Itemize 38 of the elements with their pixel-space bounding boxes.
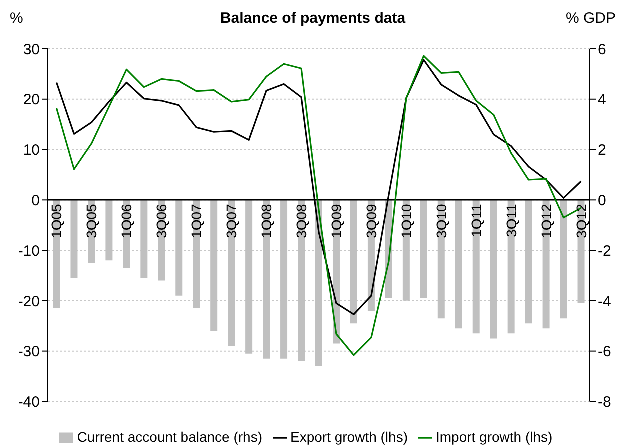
legend-label: Current account balance (rhs) [77, 428, 262, 445]
y2-tick-label: 2 [598, 142, 606, 160]
y2-tick-label: 6 [598, 41, 606, 58]
x-tick-label: 1Q07 [188, 204, 205, 238]
legend-label: Export growth (lhs) [290, 428, 408, 445]
y-tick-label: 20 [23, 92, 40, 109]
y-tick-label: -40 [18, 394, 40, 412]
x-tick-label: 3Q06 [154, 204, 170, 238]
x-tick-label: 1Q05 [48, 204, 65, 238]
x-tick-label: 1Q06 [118, 204, 135, 238]
x-tick-label: 1Q12 [538, 204, 554, 238]
x-tick-label: 3Q07 [224, 204, 240, 238]
y2-tick-label: -4 [598, 293, 612, 310]
y-tick-label: 30 [23, 41, 40, 58]
y2-tick-label: -6 [598, 344, 612, 361]
y-tick-label: 10 [23, 142, 40, 160]
legend-label: Import growth (lhs) [436, 428, 553, 445]
y2-axis-title: % GDP [566, 10, 616, 27]
y-tick-label: -10 [18, 242, 40, 260]
x-tick-label: 3Q09 [363, 204, 380, 238]
y2-tick-label: 0 [598, 192, 606, 210]
x-tick-label: 1Q08 [258, 204, 275, 238]
y2-tick-label: -2 [598, 242, 612, 260]
x-tick-label: 1Q11 [468, 204, 484, 238]
x-tick-label: 3Q12 [573, 204, 590, 238]
y-axis-title: % [10, 10, 24, 27]
y2-tick-label: 4 [598, 92, 606, 109]
x-tick-label: 3Q08 [294, 204, 310, 238]
x-tick-label: 1Q10 [398, 204, 414, 238]
y-tick-label: -30 [18, 344, 40, 361]
y-tick-label: 0 [32, 192, 40, 210]
chart-title: Balance of payments data [220, 10, 406, 27]
x-tick-label: 3Q10 [433, 204, 450, 238]
x-tick-label: 3Q05 [84, 204, 100, 238]
x-tick-label: 3Q11 [503, 204, 520, 238]
y-tick-label: -20 [18, 293, 40, 310]
y2-tick-label: -8 [598, 394, 612, 412]
x-tick-label: 1Q09 [328, 204, 344, 238]
